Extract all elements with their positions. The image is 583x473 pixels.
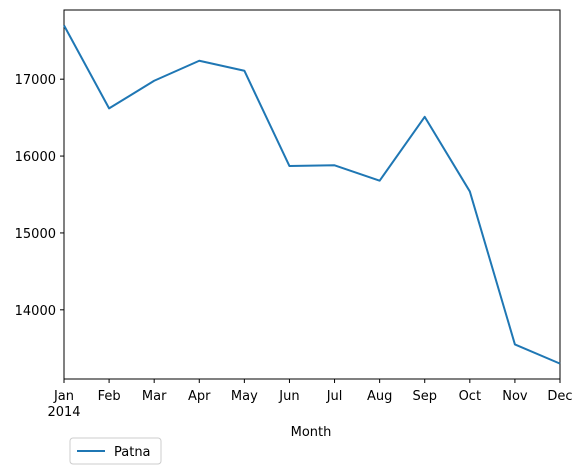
x-tick-label: Jan [53,389,74,404]
series-lines [63,24,561,365]
y-tick-label: 16000 [15,150,56,165]
legend-label: Patna [114,445,151,460]
axes-frame [63,9,561,380]
x-tick-label: Feb [98,389,121,404]
y-tick-label: 15000 [15,227,56,242]
x-tick-label: Jul [326,389,343,404]
legend: Patna [69,437,162,465]
x-axis-label: Month [291,425,332,440]
x-tick-label: Oct [459,389,481,404]
x-tick-year-label: 2014 [47,405,80,420]
x-tick-label: Jun [278,389,299,404]
x-tick-label: Mar [142,389,167,404]
x-tick-label: Apr [188,389,211,404]
x-tick-label: Nov [502,389,528,404]
x-axis-ticks: Jan Feb Mar Apr May Jun Jul Aug Sep Oct Nov Dec 2014 [47,379,573,420]
x-tick-label: Sep [412,389,437,404]
y-tick-label: 14000 [15,304,56,319]
x-tick-label: Aug [367,389,392,404]
legend-box [69,437,162,465]
x-tick-label: May [231,389,258,404]
y-axis-ticks: 14000 15000 16000 17000 [15,73,64,319]
x-tick-label: Dec [547,389,572,404]
y-tick-label: 17000 [15,73,56,88]
plot-area [63,9,561,380]
series-line-patna [63,24,561,365]
